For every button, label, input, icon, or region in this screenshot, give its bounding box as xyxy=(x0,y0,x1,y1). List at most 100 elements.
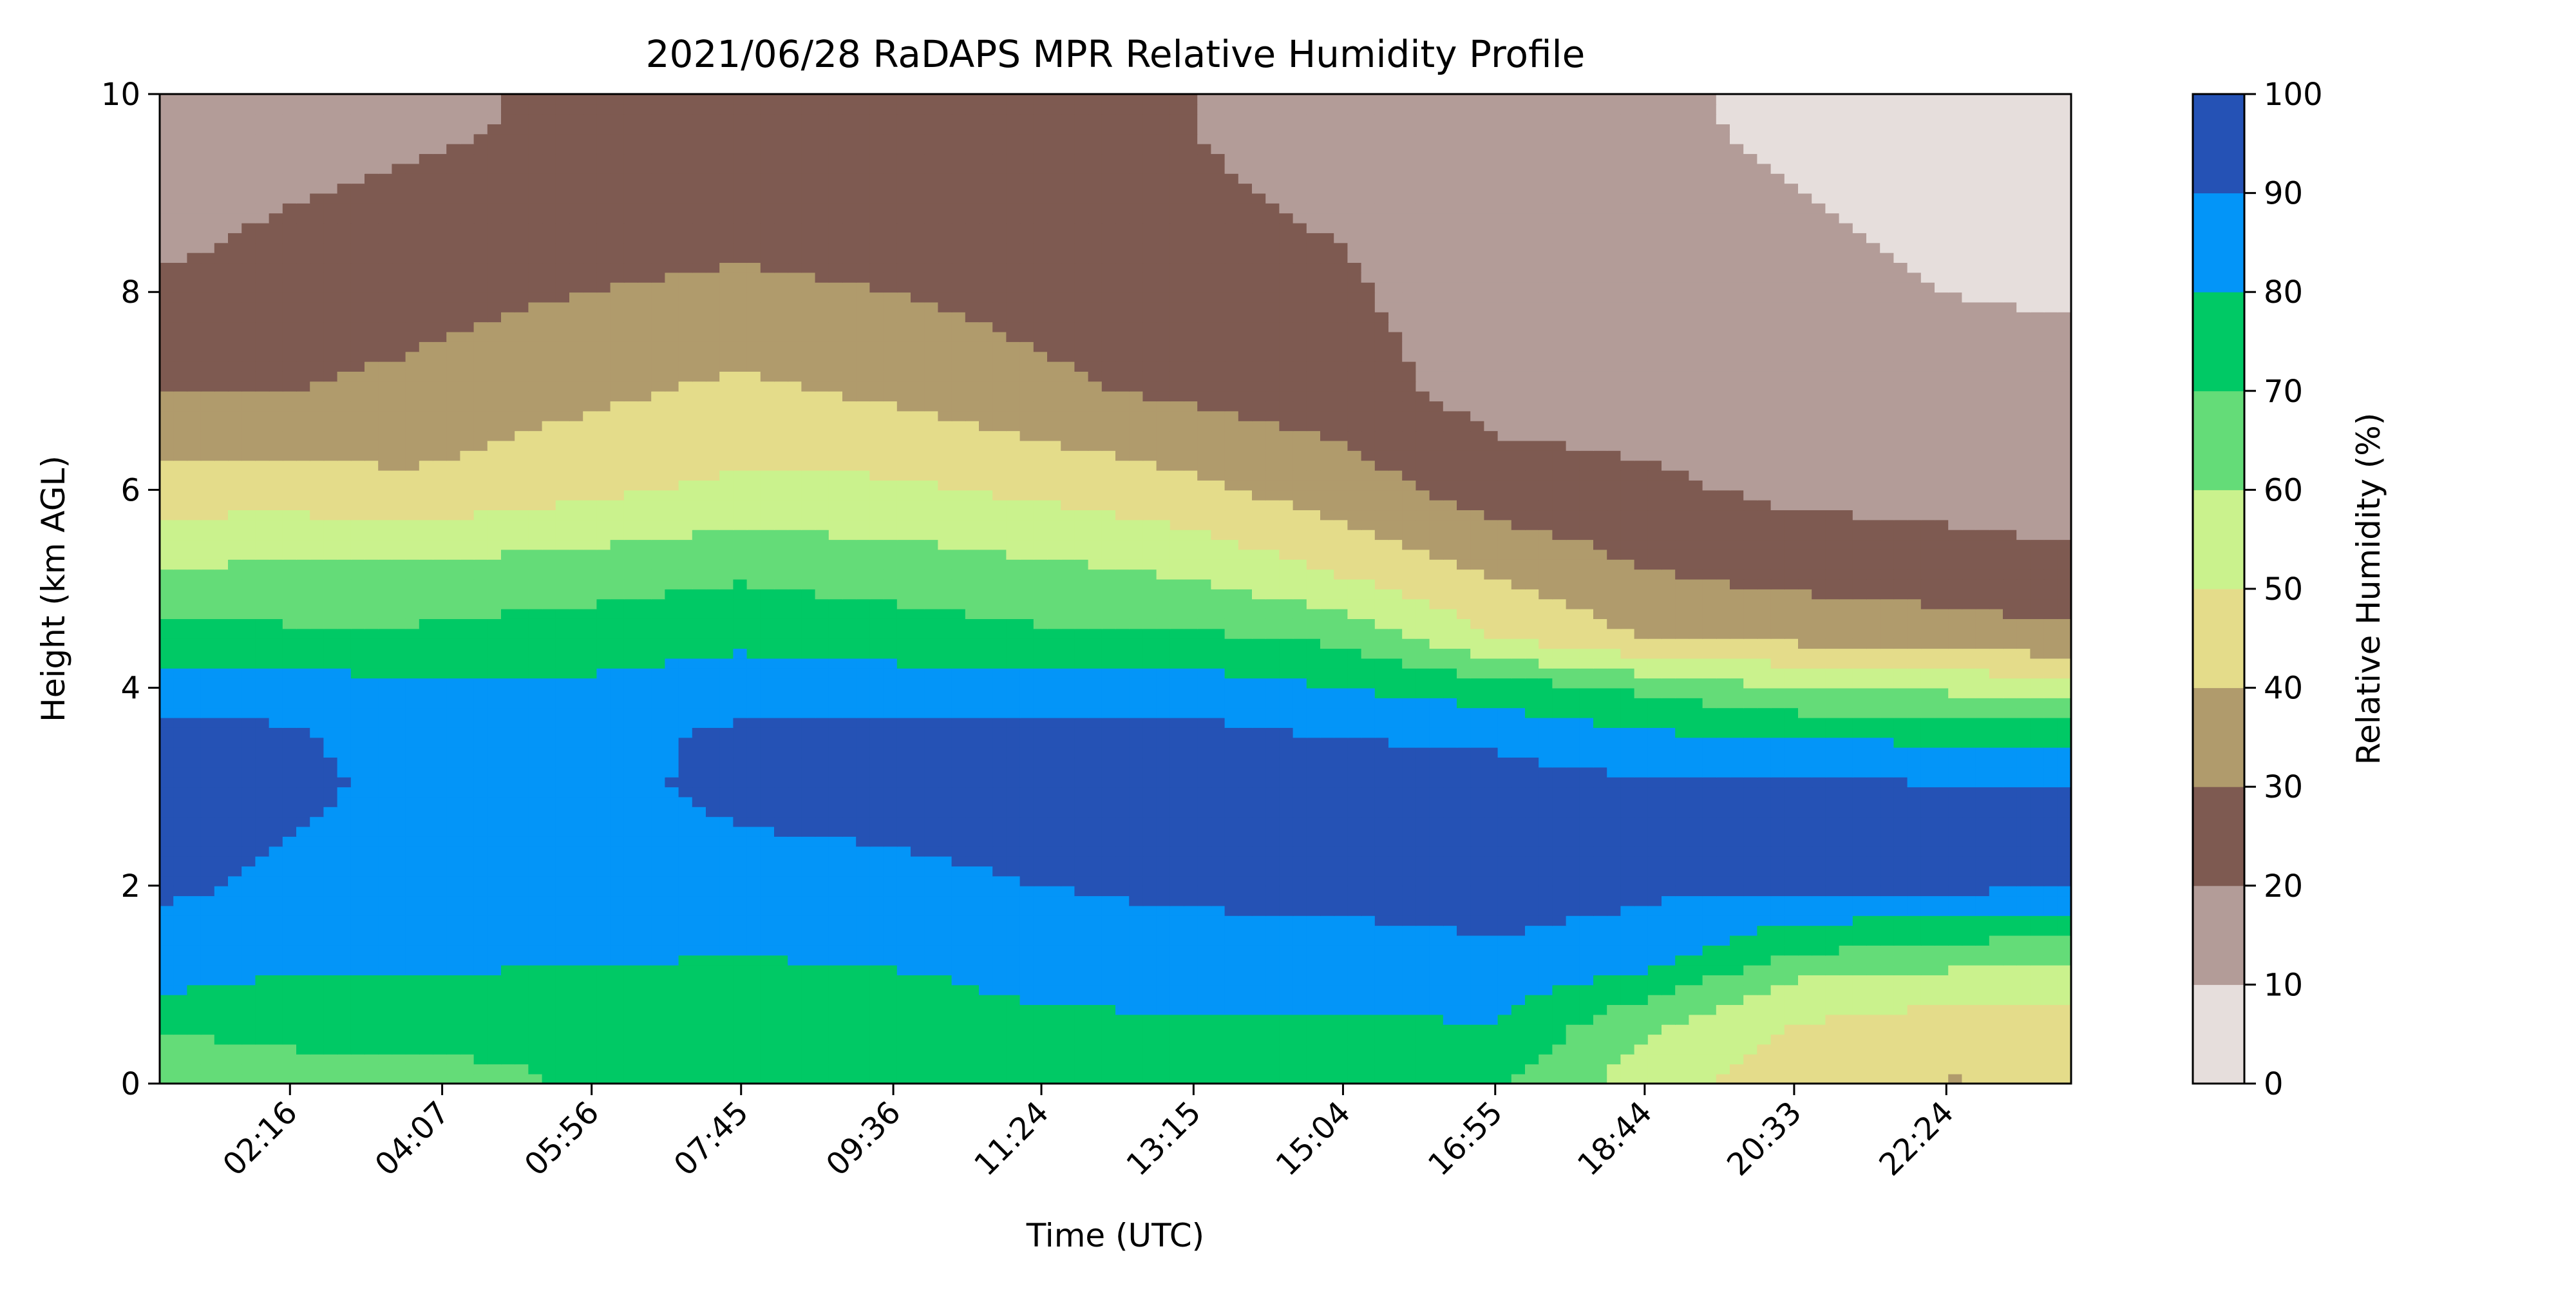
rh-cell xyxy=(200,875,215,886)
rh-cell xyxy=(378,727,393,738)
rh-cell xyxy=(1893,1014,1908,1025)
rh-cell xyxy=(1019,806,1034,818)
rh-cell xyxy=(965,727,980,738)
rh-cell xyxy=(623,935,638,946)
rh-cell xyxy=(1798,994,1813,1006)
rh-cell xyxy=(1511,1004,1526,1015)
rh-cell xyxy=(992,964,1007,975)
rh-cell xyxy=(1525,747,1540,758)
rh-cell xyxy=(2003,1044,2018,1055)
rh-cell xyxy=(1306,866,1321,877)
rh-cell xyxy=(1593,1053,1608,1065)
rh-cell xyxy=(1962,816,1976,827)
rh-cell xyxy=(733,787,748,798)
rh-cell xyxy=(706,776,721,788)
rh-cell xyxy=(596,776,611,788)
rh-cell xyxy=(2030,955,2045,966)
rh-cell xyxy=(1812,767,1826,778)
rh-cell xyxy=(228,826,243,837)
rh-cell xyxy=(433,776,448,788)
rh-cell xyxy=(1101,975,1116,986)
rh-cell xyxy=(1975,915,1990,926)
rh-cell xyxy=(1839,1014,1853,1025)
rh-cell xyxy=(200,975,215,986)
rh-cell xyxy=(1920,767,1935,778)
rh-cell xyxy=(200,895,215,906)
rh-cell xyxy=(1115,737,1130,748)
rh-cell xyxy=(1497,816,1512,827)
rh-cell xyxy=(160,816,175,827)
rh-cell xyxy=(1184,905,1198,916)
rh-cell xyxy=(719,747,734,758)
rh-cell xyxy=(1989,1024,2003,1035)
rh-cell xyxy=(678,925,693,936)
rh-cell xyxy=(1525,964,1540,975)
rh-cell xyxy=(665,866,679,877)
rh-cell xyxy=(1647,806,1662,818)
rh-cell xyxy=(446,1024,461,1035)
rh-cell xyxy=(2057,915,2071,926)
rh-cell xyxy=(842,984,857,995)
rh-cell xyxy=(200,1014,215,1025)
rh-cell xyxy=(1907,846,1922,857)
rh-cell xyxy=(1416,905,1430,916)
rh-cell xyxy=(214,796,229,807)
rh-cell xyxy=(815,757,829,768)
rh-cell xyxy=(856,826,871,837)
rh-cell xyxy=(1579,1064,1594,1075)
rh-cell xyxy=(1511,1064,1526,1075)
rh-cell xyxy=(1047,935,1062,946)
rh-cell xyxy=(1224,964,1239,975)
rh-cell xyxy=(1907,905,1922,916)
rh-cell xyxy=(842,955,857,966)
rh-cell xyxy=(896,826,911,837)
rh-cell xyxy=(1784,796,1799,807)
rh-cell xyxy=(1935,787,1949,798)
rh-cell xyxy=(228,1044,243,1055)
rh-cell xyxy=(1634,806,1649,818)
rh-cell xyxy=(1825,944,1840,956)
rh-cell xyxy=(282,747,297,758)
rh-cell xyxy=(255,955,270,966)
rh-cell xyxy=(1142,925,1157,936)
rh-cell xyxy=(1388,796,1403,807)
rh-cell xyxy=(924,1044,939,1055)
rh-cell xyxy=(1935,915,1949,926)
rh-cell xyxy=(788,944,802,956)
rh-cell xyxy=(473,1064,488,1075)
rh-cell xyxy=(405,806,420,818)
rh-cell xyxy=(378,935,393,946)
rh-cell xyxy=(337,747,352,758)
rh-cell xyxy=(242,1073,256,1084)
rh-cell xyxy=(2057,1044,2071,1055)
rh-cell xyxy=(938,806,952,818)
rh-cell xyxy=(1948,836,1963,847)
rh-cell xyxy=(323,1034,338,1045)
rh-cell xyxy=(1197,994,1212,1006)
rh-cell xyxy=(896,984,911,995)
rh-cell xyxy=(1374,944,1389,956)
rh-cell xyxy=(965,1073,980,1084)
rh-cell xyxy=(1115,767,1130,778)
rh-cell xyxy=(1920,885,1935,897)
rh-cell xyxy=(733,737,748,748)
rh-cell xyxy=(323,866,338,877)
rh-cell xyxy=(1812,1014,1826,1025)
rh-cell xyxy=(378,816,393,827)
rh-cell xyxy=(1579,737,1594,748)
rh-cell xyxy=(1006,806,1021,818)
rh-cell xyxy=(1374,1073,1389,1084)
rh-cell xyxy=(842,994,857,1006)
rh-cell xyxy=(1184,806,1198,818)
rh-cell xyxy=(1347,757,1362,768)
rh-cell xyxy=(2043,836,2058,847)
rh-cell xyxy=(1224,955,1239,966)
rh-cell xyxy=(896,747,911,758)
rh-cell xyxy=(1511,826,1526,837)
rh-cell xyxy=(1129,875,1144,886)
rh-cell xyxy=(1689,1014,1703,1025)
rh-cell xyxy=(501,846,516,857)
rh-cell xyxy=(1101,1073,1116,1084)
rh-cell xyxy=(282,866,297,877)
rh-cell xyxy=(1839,955,1853,966)
